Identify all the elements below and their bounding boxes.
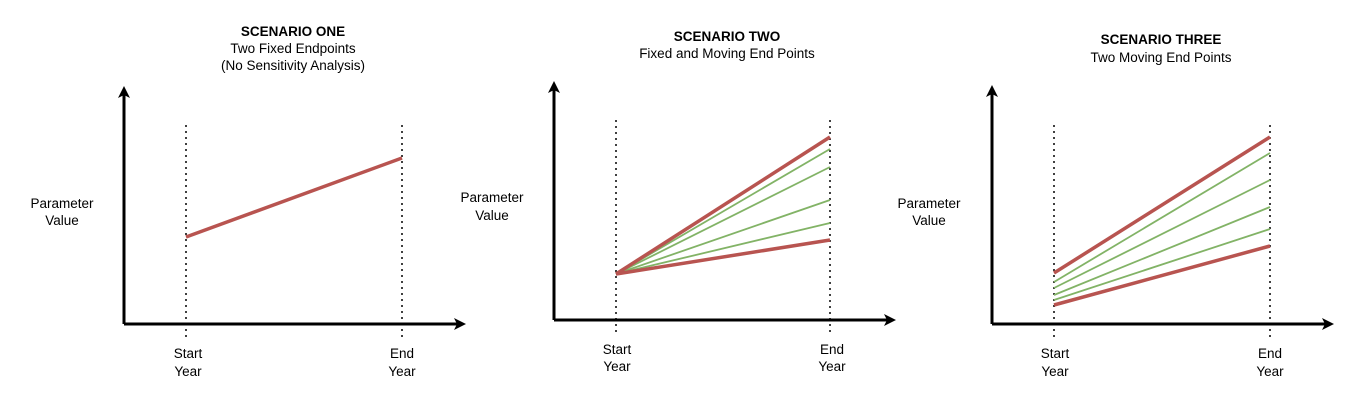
start-year-label: Start (174, 346, 203, 361)
panel-subtitle-second-line: (No Sensitivity Analysis) (221, 58, 365, 73)
end-year-label: End (390, 346, 414, 361)
fixed-trend-line (185, 156, 403, 239)
sensitivity-line (1053, 179, 1271, 289)
panel-title: SCENARIO ONE (241, 24, 345, 39)
y-axis-label-second-line: Value (475, 208, 509, 223)
upper-bound-line (615, 135, 831, 276)
sensitivity-line (1053, 228, 1271, 301)
end-year-label: End (820, 342, 844, 357)
panel-scenario-one: SCENARIO ONE Two Fixed Endpoints (No Sen… (30, 24, 466, 379)
panel-title: SCENARIO TWO (674, 29, 781, 44)
end-year-label-second-line: Year (818, 359, 846, 374)
y-axis-label: Parameter (897, 196, 961, 211)
sensitivity-line (615, 199, 831, 275)
y-axis-label: Parameter (460, 190, 524, 205)
start-year-label: Start (603, 342, 632, 357)
y-axis-label: Parameter (30, 196, 94, 211)
panel-subtitle: Fixed and Moving End Points (639, 46, 815, 61)
sensitivity-line (615, 222, 831, 275)
panel-title: SCENARIO THREE (1101, 32, 1222, 47)
end-year-label-second-line: Year (1256, 364, 1284, 379)
end-year-label-second-line: Year (388, 364, 416, 379)
y-axis-label-second-line: Value (912, 213, 946, 228)
start-year-label-second-line: Year (603, 359, 631, 374)
start-year-label-second-line: Year (174, 364, 202, 379)
lower-bound-line (1053, 244, 1271, 307)
y-axis-label-second-line: Value (45, 213, 79, 228)
lower-bound-line (615, 238, 831, 276)
start-year-label-second-line: Year (1041, 364, 1069, 379)
start-year-label: Start (1041, 346, 1070, 361)
panel-scenario-two: SCENARIO TWO Fixed and Moving End Points… (460, 29, 896, 374)
sensitivity-line (615, 166, 831, 275)
upper-bound-line (1053, 135, 1271, 275)
end-year-label: End (1258, 346, 1282, 361)
panel-scenario-three: SCENARIO THREE Two Moving End Points Par… (897, 32, 1334, 379)
panel-subtitle: Two Fixed Endpoints (230, 41, 356, 56)
sensitivity-line (1053, 152, 1271, 283)
panel-subtitle: Two Moving End Points (1090, 50, 1231, 65)
sensitivity-line (1053, 206, 1271, 296)
